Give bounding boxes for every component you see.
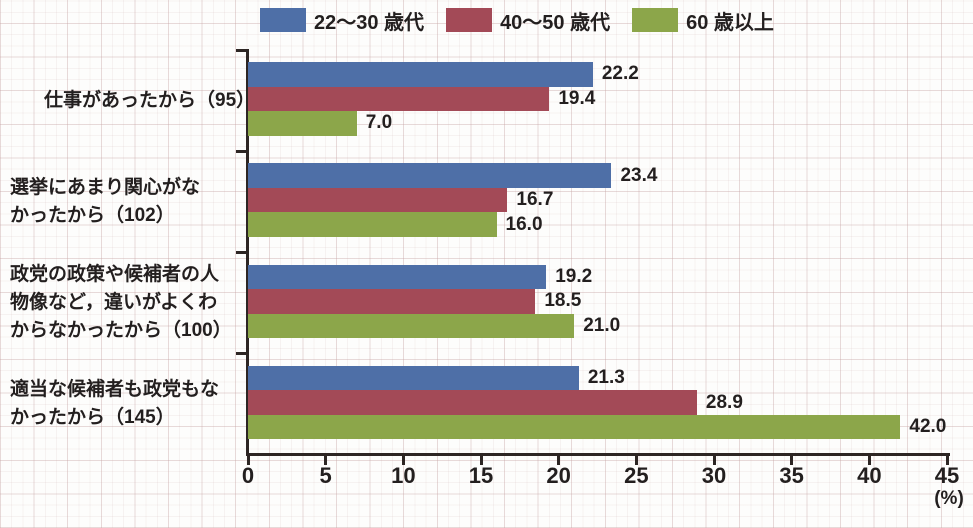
bar [248,163,612,188]
x-axis-tick [945,456,949,465]
x-axis-tick [324,456,328,465]
category-label-line: 政党の政策や候補者の人 [10,264,220,286]
x-axis-tick-label: 5 [319,462,332,488]
x-axis-tick-label: 15 [468,462,494,488]
bar-value-label: 16.0 [505,213,543,235]
legend-label-age-60-plus: 60 歳以上 [686,11,774,34]
bar-value-label: 18.5 [544,290,582,312]
x-axis-tick-label: 10 [391,462,416,488]
x-axis-line [245,453,950,456]
bar-value-label: 16.7 [516,189,554,210]
x-axis-tick-label: 35 [779,462,804,488]
bar-value-label: 21.0 [583,314,621,336]
bar-value-label: 19.2 [555,265,593,287]
bar-value-label: 21.3 [587,367,625,388]
x-axis-tick [479,456,483,465]
category-label-line: 選挙にあまり関心がな [10,176,201,198]
x-axis-tick [790,456,794,465]
bar-value-label: 28.9 [705,391,743,413]
category-tick [235,352,246,356]
x-axis-tick [401,456,405,465]
legend-item-age-60-plus: 60 歳以上 [632,6,774,35]
category-label-line: 仕事があったから（95） [44,89,256,111]
bar [248,111,357,136]
bar [248,313,575,338]
legend-swatch-age-40-50 [446,8,493,32]
bar-value-label: 19.4 [558,87,596,109]
x-axis-unit-label: (%) [934,487,964,509]
x-axis-tick-label: 25 [624,462,649,488]
bar-value-label: 42.0 [909,416,947,437]
x-axis-tick [867,456,871,465]
category-tick [235,48,246,52]
category-label-line: 適当な候補者も政党もな [10,379,220,401]
x-axis-tick-label: 40 [857,462,882,488]
legend: 22〜30 歳代 40〜50 歳代 60 歳以上 [260,6,774,34]
category-label: 選挙にあまり関心がな かったから（102） [10,174,246,230]
bar-value-label: 23.4 [620,164,658,186]
x-axis-tick [634,456,638,465]
category-tick [235,251,246,254]
bar [248,62,593,87]
bar [248,212,497,237]
x-axis-tick-label: 0 [241,462,255,488]
category-label: 政党の政策や候補者の人 物像など，違いがよくわ からなかったから（100） [10,261,246,345]
x-axis-tick-label: 30 [701,462,727,488]
category-label: 適当な候補者も政党もな かったから（145） [10,376,246,432]
bar-value-label: 7.0 [365,112,393,134]
legend-label-age-22-30: 22〜30 歳代 [314,11,425,34]
bar [248,365,579,391]
bar [248,390,697,415]
bar [248,414,901,440]
legend-swatch-age-60-plus [632,8,679,32]
category-tick [235,149,246,153]
legend-label-age-40-50: 40〜50 歳代 [500,11,611,34]
bar [248,187,508,213]
category-label: 仕事があったから（95） [10,87,280,115]
category-label-line: 物像など，違いがよくわ [10,292,218,314]
bar [248,289,536,314]
legend-swatch-age-22-30 [260,8,306,32]
x-axis-tick [246,456,250,465]
x-axis-tick [712,456,716,465]
x-axis-tick [557,456,561,465]
legend-item-age-40-50: 40〜50 歳代 [446,6,610,35]
category-label-line: かったから（102） [10,204,175,226]
legend-item-age-22-30: 22〜30 歳代 [260,6,424,35]
bar [248,264,547,289]
bar-value-label: 22.2 [601,63,639,85]
category-label-line: かったから（145） [10,407,175,429]
x-axis-tick-label: 45 [934,462,960,488]
x-axis-tick-label: 20 [546,462,571,488]
category-label-line: からなかったから（100） [10,320,232,342]
bar [248,86,550,111]
y-axis-line [245,48,249,456]
